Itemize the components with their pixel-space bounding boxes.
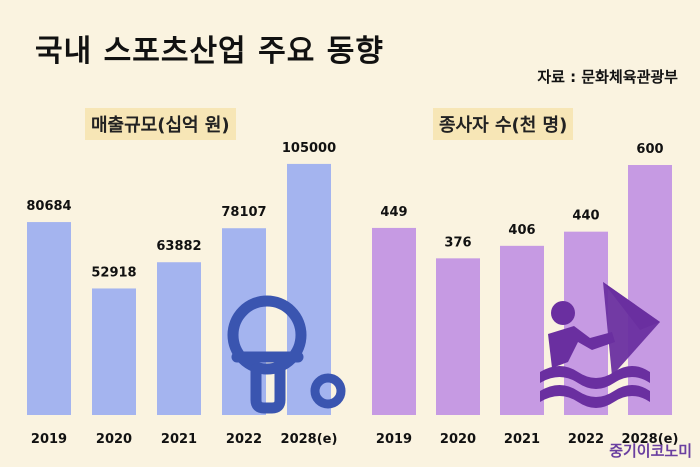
x-tick-label: 2020 [96,432,132,447]
x-tick-label: 2028(e) [281,432,338,447]
chart-employees: 449 2019 376 2020 406 2021 440 2022 600 2028(e) [372,142,678,447]
x-tick-label: 2028(e) [622,432,679,447]
windsurfing-icon [540,282,660,408]
data-label: 600 [636,142,663,157]
data-label: 376 [444,235,471,250]
data-label: 449 [380,205,407,220]
data-label: 105000 [282,141,336,156]
data-label: 80684 [26,199,71,214]
chart-revenue: 80684 2019 52918 2020 63882 2021 78107 2022 1050… [26,141,337,447]
data-label: 440 [572,209,599,224]
x-tick-label: 2021 [161,432,197,447]
data-label: 52918 [91,265,136,280]
watermark-label: 중기이코노미 [609,442,692,460]
bar [27,222,71,415]
bar [436,258,480,415]
bar [157,262,201,415]
x-tick-label: 2019 [31,432,67,447]
data-label: 406 [508,223,535,238]
bar [92,288,136,415]
x-tick-label: 2022 [226,432,262,447]
x-tick-label: 2022 [568,432,604,447]
bar [372,227,416,415]
chart-left-title: 매출규모(십억 원) [85,108,236,140]
ping-pong-paddle-icon [227,295,346,414]
chart-right-title: 종사자 수(천 명) [433,108,574,140]
source-label: 자료 : 문화체육관광부 [537,68,678,86]
x-tick-label: 2021 [504,432,540,447]
bar [287,163,331,415]
x-tick-label: 2019 [376,432,412,447]
x-tick-label: 2020 [440,432,476,447]
data-label: 63882 [156,239,201,254]
bar [500,245,544,415]
data-label: 78107 [221,205,266,220]
page-title: 국내 스포츠산업 주요 동향 [35,34,384,69]
